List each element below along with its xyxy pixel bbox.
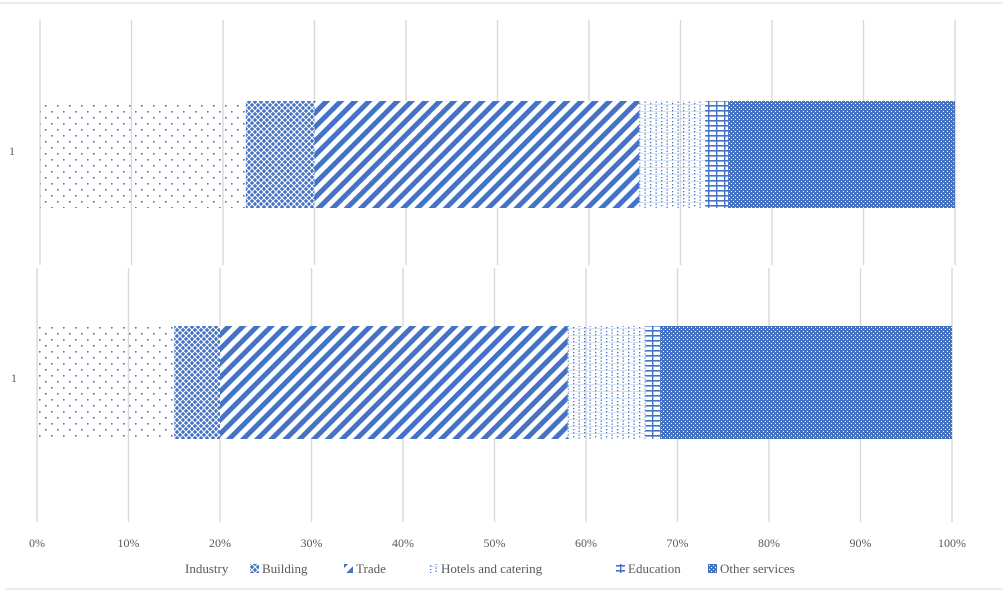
x-tick-label: 50%	[484, 536, 506, 550]
category-label: 1	[9, 144, 15, 158]
legend-label: Education	[628, 561, 681, 576]
x-tick-label: 90%	[850, 536, 872, 550]
bar-segment-building	[174, 326, 220, 439]
x-tick-label: 80%	[758, 536, 780, 550]
legend-swatch	[250, 564, 259, 573]
legend-swatch	[708, 564, 717, 573]
bar-segment-trade	[314, 101, 640, 208]
bar-segment-education	[705, 101, 729, 208]
x-tick-label: 40%	[392, 536, 414, 550]
bar-segment-hotels-and-catering	[639, 101, 706, 208]
x-tick-label: 30%	[301, 536, 323, 550]
bar-segment-other-services	[728, 101, 955, 208]
x-tick-label: 20%	[209, 536, 231, 550]
bar-segment-education	[645, 326, 661, 439]
legend-label: Other services	[720, 561, 795, 576]
bar-segment-industry	[37, 326, 175, 439]
legend-swatch	[616, 564, 625, 573]
x-tick-label: 10%	[118, 536, 140, 550]
category-labels: 11	[9, 144, 17, 385]
legend: Industry Building Trade Hotels and catering…	[173, 561, 795, 576]
legend-label: Industry	[185, 561, 229, 576]
category-label: 1	[11, 371, 17, 385]
bar-segment-industry	[40, 101, 246, 208]
x-tick-label: 60%	[575, 536, 597, 550]
legend-label: Building	[262, 561, 308, 576]
bar-segment-hotels-and-catering	[567, 326, 646, 439]
bar-segment-trade	[220, 326, 568, 439]
legend-swatch	[344, 564, 353, 573]
x-tick-label: 70%	[667, 536, 689, 550]
bar-segment-other-services	[660, 326, 952, 439]
x-tick-label: 0%	[29, 536, 45, 550]
bar-segment-building	[245, 101, 315, 208]
bars	[37, 101, 955, 439]
legend-swatch	[173, 564, 182, 573]
x-axis-ticks: 0% 10% 20% 30% 40% 50% 60% 70% 80% 90% 100%	[29, 536, 966, 550]
legend-swatch	[429, 564, 438, 573]
grid	[36, 20, 956, 522]
legend-label: Trade	[356, 561, 386, 576]
legend-label: Hotels and catering	[441, 561, 543, 576]
x-tick-label: 100%	[938, 536, 966, 550]
